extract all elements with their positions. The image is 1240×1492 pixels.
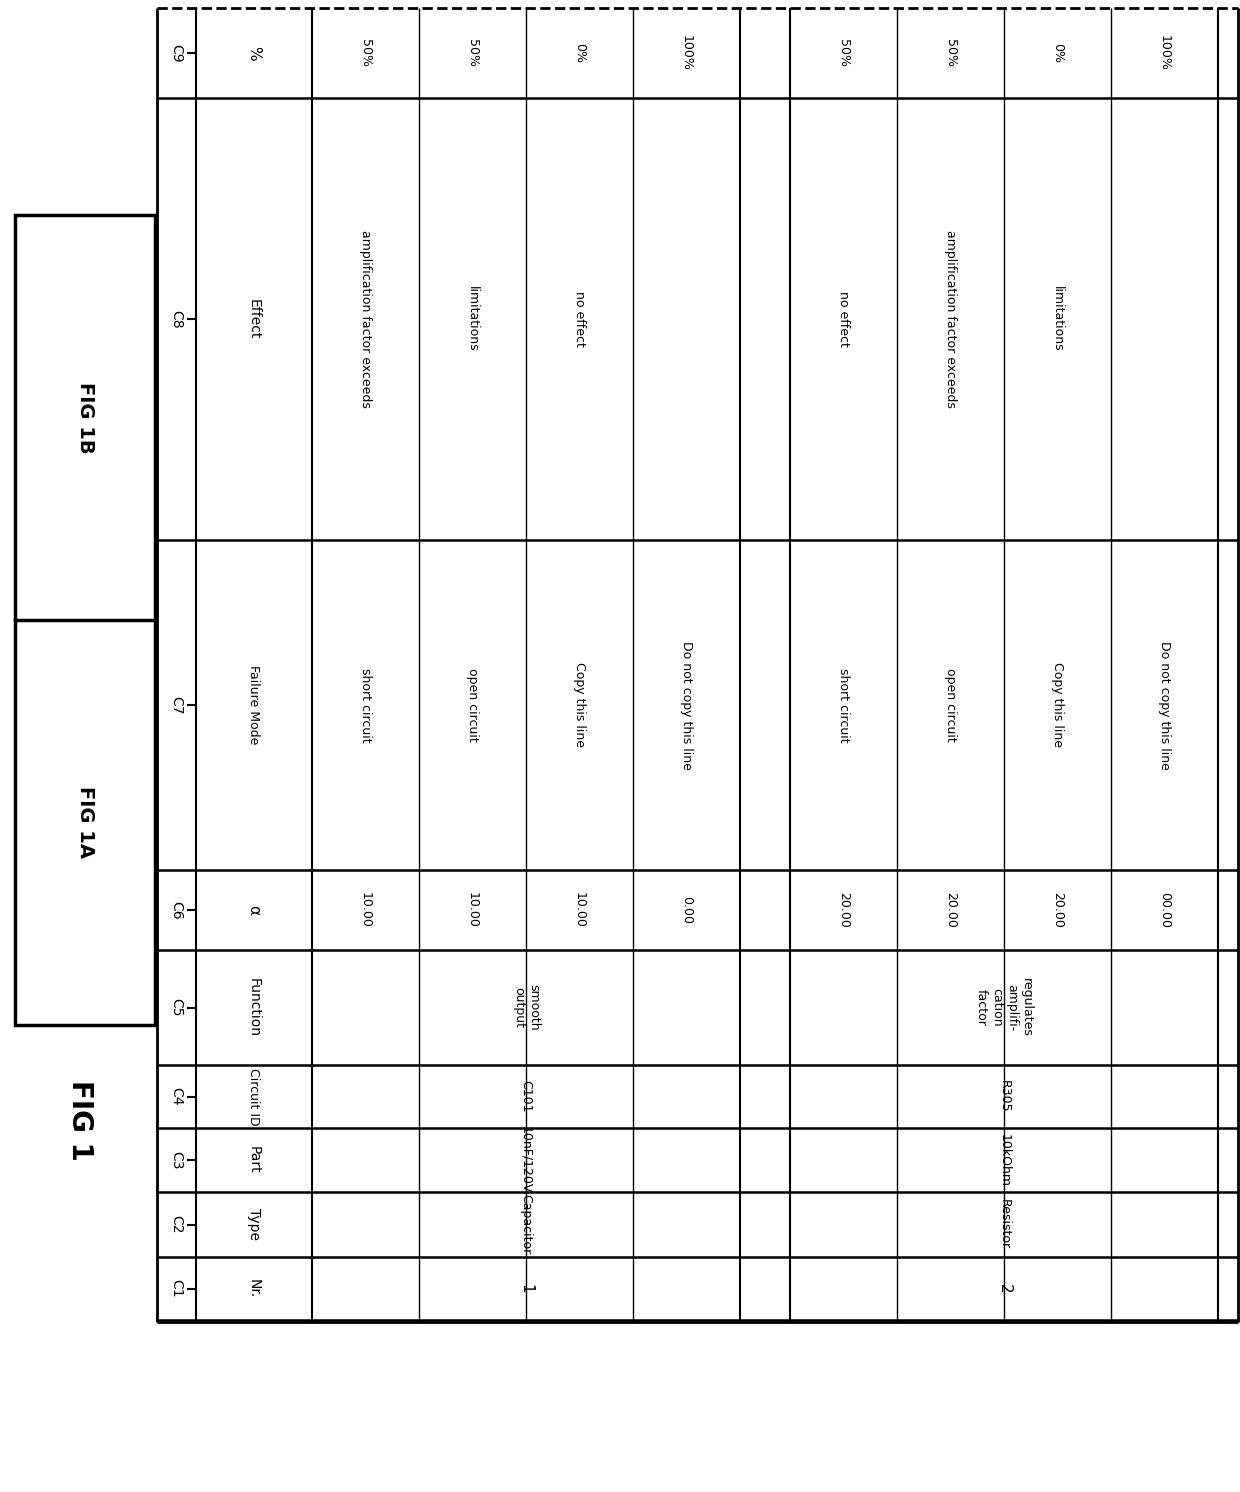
Text: 50%: 50%	[837, 39, 849, 67]
Text: C8: C8	[170, 310, 184, 328]
Text: 20.00: 20.00	[1052, 892, 1064, 928]
Text: amplification factor exceeds: amplification factor exceeds	[944, 230, 957, 407]
Text: 20.00: 20.00	[837, 892, 849, 928]
Text: Type: Type	[247, 1209, 260, 1240]
Text: Do not copy this line: Do not copy this line	[680, 640, 693, 770]
Text: smooth
output: smooth output	[512, 985, 539, 1031]
Text: C5: C5	[170, 998, 184, 1016]
Text: short circuit: short circuit	[360, 668, 372, 743]
Text: C7: C7	[170, 695, 184, 715]
Text: 1: 1	[518, 1283, 533, 1294]
Text: open circuit: open circuit	[944, 668, 957, 742]
Text: C6: C6	[170, 901, 184, 919]
Text: Copy this line: Copy this line	[1052, 662, 1064, 747]
Text: 00.00: 00.00	[1158, 892, 1171, 928]
Text: Part: Part	[247, 1146, 260, 1174]
Text: regulates
amplifi-
cation
factor: regulates amplifi- cation factor	[975, 979, 1033, 1037]
Text: 50%: 50%	[360, 39, 372, 67]
Text: 10.00: 10.00	[466, 892, 479, 928]
Text: Capacitor: Capacitor	[520, 1195, 532, 1255]
Text: 0.00: 0.00	[680, 897, 693, 924]
Text: 2: 2	[997, 1283, 1012, 1294]
Text: %: %	[247, 46, 262, 60]
Text: C1: C1	[170, 1279, 184, 1298]
Text: amplification factor exceeds: amplification factor exceeds	[360, 230, 372, 407]
Text: open circuit: open circuit	[466, 668, 479, 742]
Text: C4: C4	[170, 1088, 184, 1106]
Text: limitations: limitations	[1052, 286, 1064, 352]
Text: 20.00: 20.00	[944, 892, 957, 928]
Text: C101: C101	[520, 1080, 532, 1113]
Bar	[15, 215, 155, 1025]
Text: Circuit ID: Circuit ID	[248, 1068, 260, 1125]
Text: 10.00: 10.00	[573, 892, 587, 928]
Text: FIG 1A: FIG 1A	[76, 786, 94, 858]
Text: short circuit: short circuit	[837, 668, 849, 743]
Text: FIG 1B: FIG 1B	[76, 382, 94, 454]
Text: 0%: 0%	[1052, 43, 1064, 63]
Text: limitations: limitations	[466, 286, 479, 352]
Text: 100%: 100%	[680, 36, 693, 72]
Text: no effect: no effect	[573, 291, 587, 348]
Text: C9: C9	[170, 43, 184, 63]
Text: α: α	[247, 906, 262, 915]
Text: 100%: 100%	[1158, 36, 1171, 72]
Text: Copy this line: Copy this line	[573, 662, 587, 747]
Text: 10kOhm: 10kOhm	[997, 1134, 1011, 1186]
Text: Nr.: Nr.	[247, 1279, 260, 1298]
Text: Do not copy this line: Do not copy this line	[1158, 640, 1171, 770]
Text: Function: Function	[247, 977, 260, 1037]
Text: Resistor: Resistor	[997, 1200, 1011, 1250]
Text: 50%: 50%	[944, 39, 957, 67]
Text: Failure Mode: Failure Mode	[248, 665, 260, 745]
Text: no effect: no effect	[837, 291, 849, 348]
Text: R305: R305	[997, 1080, 1011, 1113]
Text: C3: C3	[170, 1150, 184, 1170]
Text: 10.00: 10.00	[360, 892, 372, 928]
Text: 0%: 0%	[573, 43, 587, 63]
Text: 10nF/120V: 10nF/120V	[520, 1126, 532, 1194]
Text: FIG 1: FIG 1	[66, 1080, 94, 1161]
Text: Effect: Effect	[247, 298, 260, 339]
Text: 50%: 50%	[466, 39, 479, 67]
Text: C2: C2	[170, 1216, 184, 1234]
